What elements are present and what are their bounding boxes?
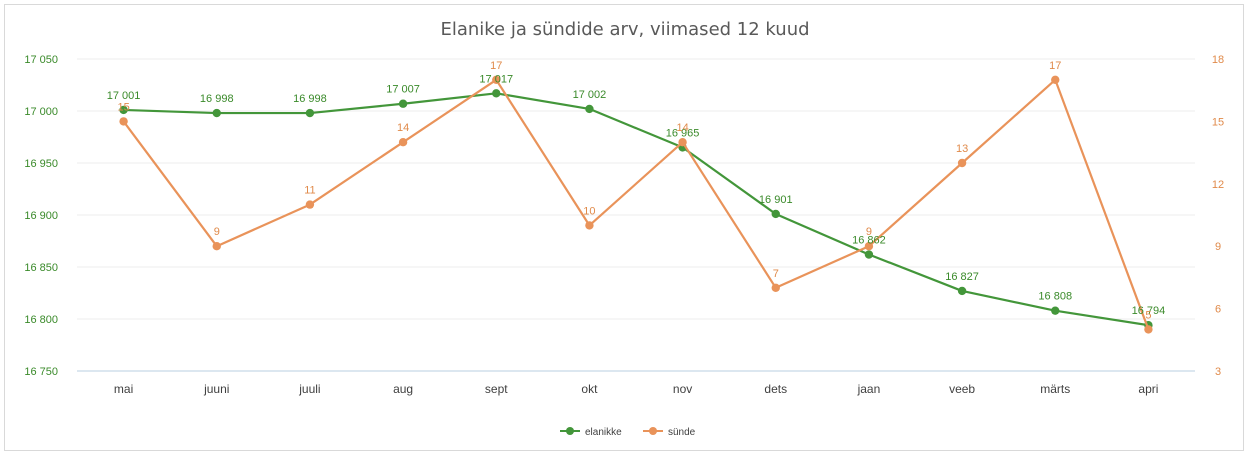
data-point[interactable] <box>585 221 594 230</box>
y-left-tick-label: 16 950 <box>24 158 58 170</box>
data-label: 16 965 <box>666 127 700 139</box>
y-left-tick-label: 16 750 <box>24 366 58 378</box>
data-point[interactable] <box>212 108 221 118</box>
x-axis: mai juuni juuli aug sept okt nov dets jaan veeb mä… <box>77 370 1195 396</box>
data-point[interactable] <box>864 250 874 259</box>
series-layer <box>119 75 1153 334</box>
x-tick-label: aug <box>393 382 413 396</box>
data-label: 16 998 <box>293 93 327 105</box>
data-label: 9 <box>214 226 220 238</box>
data-labels: 17 001 16 998 16 998 17 007 17 017 17 002 16 9… <box>107 60 1165 322</box>
legend-marker-elanikke <box>566 427 574 435</box>
data-point[interactable] <box>1051 75 1060 85</box>
x-tick-label: sept <box>485 382 508 396</box>
y-left-tick-label: 17 000 <box>24 106 58 118</box>
y-left-tick-label: 17 050 <box>24 54 58 66</box>
legend-label-elanikke: elanikke <box>585 427 622 438</box>
data-point[interactable] <box>1051 306 1060 315</box>
data-label: 16 998 <box>200 93 234 105</box>
data-point[interactable] <box>492 75 501 85</box>
data-point[interactable] <box>864 242 874 251</box>
y-right-tick-label: 15 <box>1212 116 1224 128</box>
x-tick-label: nov <box>673 382 692 396</box>
y-left-tick-label: 16 850 <box>24 262 58 274</box>
y-left-tick-label: 16 800 <box>24 314 58 326</box>
y-right-tick-label: 18 <box>1212 54 1224 66</box>
x-tick-label: veeb <box>949 382 975 396</box>
data-label: 11 <box>304 185 315 197</box>
legend-item-sunde[interactable]: sünde <box>643 427 696 438</box>
x-tick-label: dets <box>764 382 787 396</box>
data-label: 14 <box>397 122 409 134</box>
data-label: 17 017 <box>479 73 513 85</box>
data-point[interactable] <box>678 138 687 147</box>
data-label: 17 <box>1049 60 1061 72</box>
y-right-tick-label: 6 <box>1215 304 1221 316</box>
data-label: 16 808 <box>1038 291 1072 303</box>
legend: elanikke sünde <box>560 427 696 438</box>
data-label: 17 001 <box>107 90 141 102</box>
data-point[interactable] <box>212 242 221 251</box>
x-tick-label: apri <box>1138 382 1158 396</box>
data-point[interactable] <box>771 209 780 219</box>
data-point[interactable] <box>585 104 594 114</box>
x-tick-label: märts <box>1040 382 1070 396</box>
data-point[interactable] <box>492 89 501 98</box>
legend-item-elanikke[interactable]: elanikke <box>560 427 622 438</box>
y-right-tick-label: 9 <box>1215 241 1221 253</box>
data-point[interactable] <box>119 117 128 126</box>
x-tick-label: mai <box>114 382 133 396</box>
data-label: 16 901 <box>759 194 793 206</box>
x-tick-label: juuni <box>203 382 229 396</box>
right-axis: 3 6 9 12 15 18 <box>1212 54 1224 378</box>
data-point[interactable] <box>119 105 128 115</box>
y-right-tick-label: 3 <box>1215 366 1221 378</box>
data-label: 7 <box>773 268 779 280</box>
data-label: 14 <box>676 122 688 134</box>
series-line-sünde <box>122 78 1150 330</box>
x-tick-label: jaan <box>857 382 881 396</box>
series-line-elanikke <box>123 92 1149 327</box>
data-point[interactable] <box>1144 325 1153 334</box>
data-label: 9 <box>866 226 872 238</box>
data-point[interactable] <box>305 108 315 118</box>
data-label: 16 827 <box>945 271 979 283</box>
y-right-tick-label: 12 <box>1212 179 1224 191</box>
data-point[interactable] <box>398 99 408 108</box>
data-label: 13 <box>956 143 968 155</box>
legend-label-sunde: sünde <box>668 427 696 438</box>
data-point[interactable] <box>771 283 780 292</box>
data-label: 17 007 <box>386 84 420 96</box>
left-axis: 16 750 16 800 16 850 16 900 16 950 17 000 17 0… <box>24 54 58 378</box>
x-tick-label: juuli <box>298 382 320 396</box>
data-label: 17 002 <box>573 89 607 101</box>
data-point[interactable] <box>305 200 315 209</box>
legend-marker-sunde <box>649 427 657 435</box>
chart-frame <box>4 4 1244 451</box>
data-label: 15 <box>117 101 129 113</box>
y-left-tick-label: 16 900 <box>24 210 58 222</box>
data-point[interactable] <box>957 158 967 168</box>
x-tick-label: okt <box>581 382 598 396</box>
data-label: 5 <box>1145 309 1151 321</box>
data-label: 17 <box>490 60 502 72</box>
gridlines <box>77 58 1195 320</box>
data-point[interactable] <box>957 286 967 296</box>
data-label: 10 <box>583 205 595 217</box>
data-label: 16 794 <box>1132 305 1166 317</box>
chart-title: Elanike ja sündide arv, viimased 12 kuud <box>440 19 809 40</box>
data-point[interactable] <box>398 138 408 147</box>
data-label: 16 862 <box>852 235 886 247</box>
